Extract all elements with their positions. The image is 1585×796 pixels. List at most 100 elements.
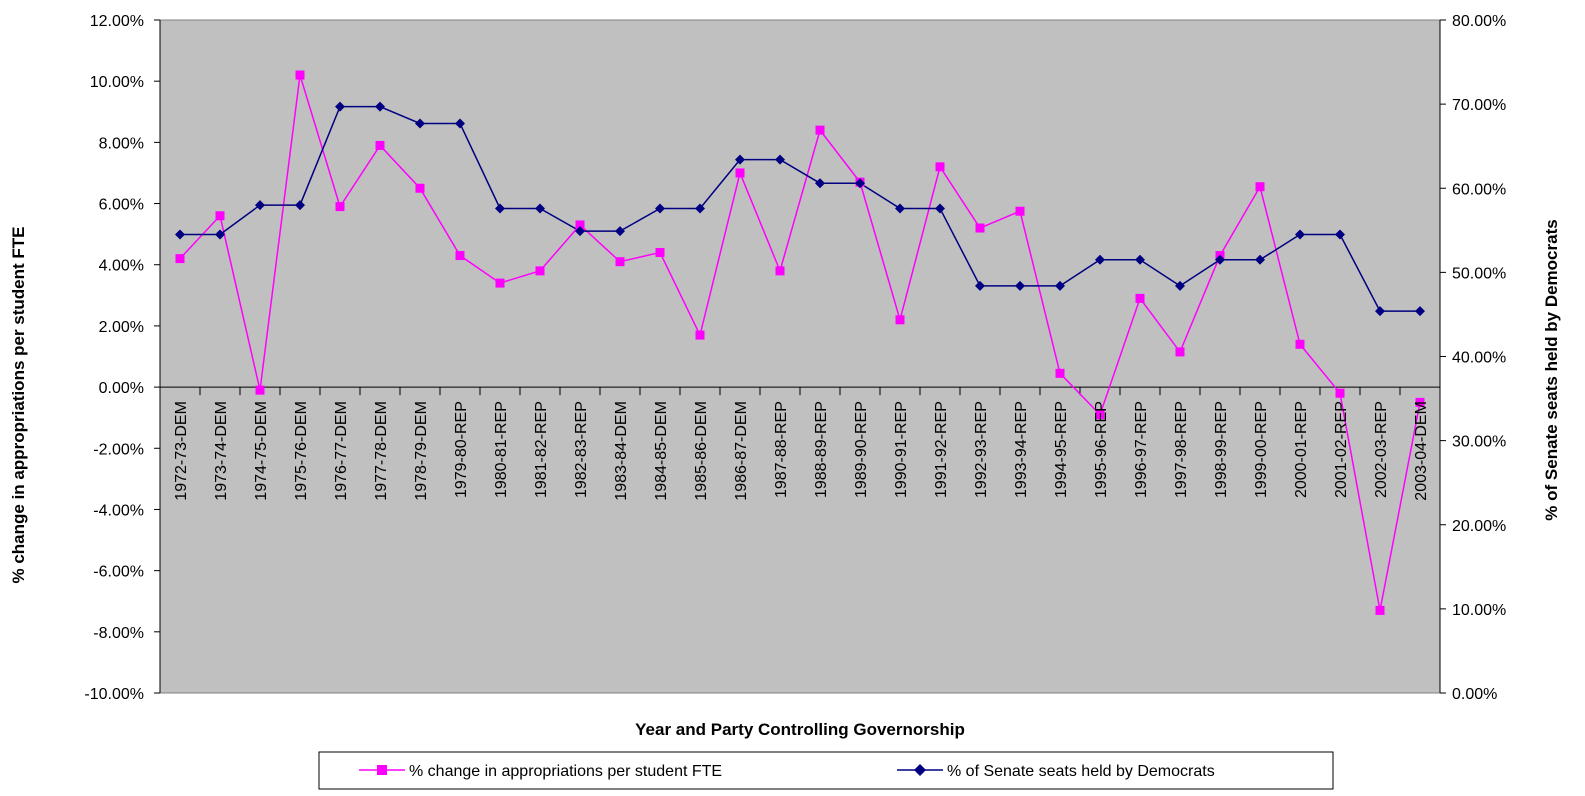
x-category-label: 1999-00-REP: [1253, 401, 1270, 498]
legend-marker-appropriations: [377, 765, 387, 775]
x-category-label: 1984-85-DEM: [653, 401, 670, 501]
right-tick-label: 0.00%: [1452, 686, 1497, 703]
x-category-label: 1985-86-DEM: [693, 401, 710, 501]
point-appropriations: [1135, 293, 1145, 303]
right-tick-label: 60.00%: [1452, 181, 1506, 198]
point-appropriations: [695, 330, 705, 340]
point-appropriations: [375, 140, 385, 150]
x-category-label: 2000-01-REP: [1293, 401, 1310, 498]
x-category-label: 1978-79-DEM: [413, 401, 430, 501]
point-senate: [615, 226, 625, 237]
plot-area: [159, 19, 1441, 694]
right-axis-title: % of Senate seats held by Democrats: [1542, 219, 1561, 520]
point-appropriations: [895, 315, 905, 325]
point-senate: [1335, 229, 1345, 240]
left-tick-label: 0.00%: [99, 380, 144, 397]
point-senate: [215, 229, 225, 240]
right-tick-label: 80.00%: [1452, 13, 1506, 30]
x-category-label: 1976-77-DEM: [333, 401, 350, 501]
x-category-label: 1980-81-REP: [493, 401, 510, 498]
right-tick-label: 50.00%: [1452, 265, 1506, 282]
x-category-label: 1989-90-REP: [853, 401, 870, 498]
point-appropriations: [1175, 347, 1185, 357]
x-category-label: 1986-87-DEM: [733, 401, 750, 501]
point-appropriations: [655, 247, 665, 257]
legend: % change in appropriations per student F…: [318, 751, 1334, 790]
right-tick-label: 30.00%: [1452, 434, 1506, 451]
x-category-label: 1974-75-DEM: [253, 401, 270, 501]
point-appropriations: [295, 70, 305, 80]
point-appropriations: [1295, 339, 1305, 349]
point-senate: [1135, 254, 1145, 265]
legend-marker-senate: [914, 764, 926, 776]
left-tick-label: 4.00%: [99, 258, 144, 275]
point-senate: [1095, 254, 1105, 265]
x-category-label: 1987-88-REP: [773, 401, 790, 498]
point-senate: [815, 178, 825, 189]
x-category-label: 1977-78-DEM: [373, 401, 390, 501]
point-senate: [975, 280, 985, 291]
point-appropriations: [1095, 410, 1105, 420]
legend-label-appropriations: % change in appropriations per student F…: [409, 763, 722, 780]
left-tick-label: -8.00%: [93, 625, 144, 642]
point-appropriations: [615, 257, 625, 267]
point-appropriations: [335, 202, 345, 212]
x-category-label: 2001-02-REP: [1333, 401, 1350, 498]
x-category-label: 1972-73-DEM: [173, 401, 190, 501]
series-line-senate: [180, 105, 1420, 312]
point-senate: [575, 226, 585, 237]
point-appropriations: [1055, 368, 1065, 378]
left-tick-label: -10.00%: [84, 686, 144, 703]
point-appropriations: [1015, 206, 1025, 216]
x-category-label: 1982-83-REP: [573, 401, 590, 498]
point-appropriations: [1375, 605, 1385, 615]
x-axis-title: Year and Party Controlling Governorship: [635, 720, 965, 739]
point-senate: [1015, 280, 1025, 291]
point-senate: [415, 118, 425, 129]
point-appropriations: [1255, 182, 1265, 192]
x-category-label: 1994-95-REP: [1053, 401, 1070, 498]
left-tick-label: 8.00%: [99, 135, 144, 152]
point-senate: [1215, 254, 1225, 265]
left-tick-label: 12.00%: [90, 13, 144, 30]
x-category-label: 1983-84-DEM: [613, 401, 630, 501]
x-category-label: 1988-89-REP: [813, 401, 830, 498]
point-appropriations: [575, 220, 585, 230]
point-appropriations: [255, 385, 265, 395]
point-appropriations: [975, 223, 985, 233]
right-tick-label: 20.00%: [1452, 518, 1506, 535]
legend-label-senate: % of Senate seats held by Democrats: [947, 763, 1215, 780]
x-category-label: 1995-96-REP: [1093, 401, 1110, 498]
right-tick-label: 40.00%: [1452, 350, 1506, 367]
point-senate: [775, 154, 785, 165]
x-category-label: 1973-74-DEM: [213, 401, 230, 501]
point-appropriations: [495, 278, 505, 288]
point-senate: [1295, 229, 1305, 240]
point-senate: [855, 178, 865, 189]
point-appropriations: [215, 211, 225, 221]
x-category-label: 1975-76-DEM: [293, 401, 310, 501]
right-tick-label: 10.00%: [1452, 602, 1506, 619]
x-category-label: 1979-80-REP: [453, 401, 470, 498]
point-appropriations: [175, 254, 185, 264]
point-senate: [1175, 280, 1185, 291]
point-appropriations: [1415, 397, 1425, 407]
x-category-label: 1991-92-REP: [933, 401, 950, 498]
x-category-label: 1990-91-REP: [893, 401, 910, 498]
left-tick-label: 10.00%: [90, 74, 144, 91]
point-senate: [495, 203, 505, 214]
left-tick-label: 6.00%: [99, 197, 144, 214]
point-appropriations: [775, 266, 785, 276]
left-tick-label: -4.00%: [93, 502, 144, 519]
point-senate: [175, 229, 185, 240]
x-category-label: 1996-97-REP: [1133, 401, 1150, 498]
point-senate: [735, 154, 745, 165]
point-senate: [295, 200, 305, 211]
x-category-label: 1998-99-REP: [1213, 401, 1230, 498]
point-appropriations: [455, 251, 465, 261]
point-senate: [935, 203, 945, 214]
point-senate: [335, 101, 345, 112]
right-tick-label: 70.00%: [1452, 97, 1506, 114]
point-senate: [895, 203, 905, 214]
